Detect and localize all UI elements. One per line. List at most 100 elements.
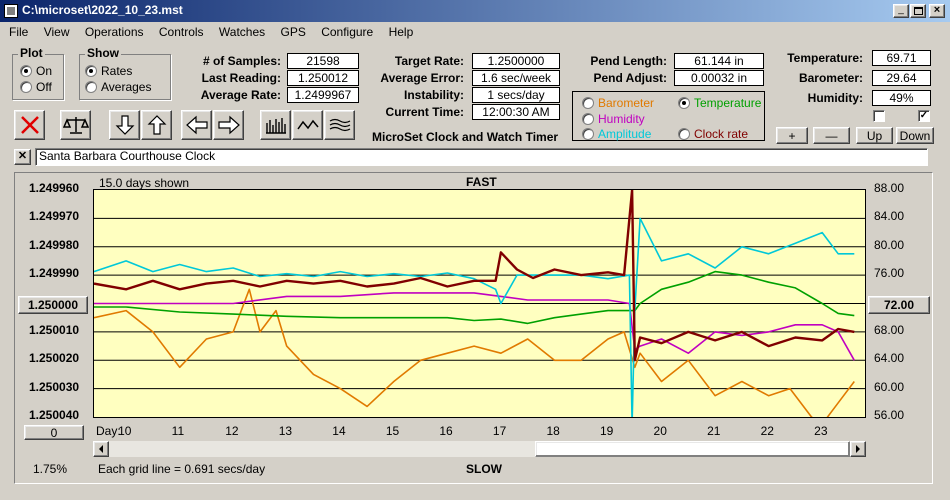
left-axis-tick: 1.249960	[29, 181, 80, 195]
target-rate-field: 1.2500000	[472, 53, 560, 69]
maximize-button[interactable]	[910, 4, 926, 18]
right-center-button[interactable]: 72.00	[868, 296, 930, 314]
multi-wave-icon	[329, 118, 350, 132]
clear-clock-button[interactable]: ✕	[14, 149, 31, 165]
down-button[interactable]: Down	[896, 127, 934, 144]
right-axis-tick: 84.00	[874, 209, 905, 224]
arrow-up-button[interactable]	[141, 110, 172, 140]
app-icon[interactable]	[4, 4, 18, 18]
show-averages-radio[interactable]: Averages	[85, 80, 151, 94]
zero-button[interactable]: 0	[24, 425, 84, 440]
average-error-field: 1.6 sec/week	[472, 70, 560, 86]
radio-off-icon	[20, 80, 32, 93]
plot-group-title: Plot	[18, 46, 45, 60]
stop-button[interactable]	[14, 110, 45, 140]
horizontal-scrollbar[interactable]	[93, 441, 866, 457]
wave-icon	[296, 119, 319, 130]
menu-operations[interactable]: Operations	[84, 25, 144, 39]
scroll-left-button[interactable]	[93, 441, 109, 457]
last-reading-field: 1.250012	[287, 70, 359, 86]
x-axis-tick: 16	[439, 424, 453, 438]
scroll-right-button[interactable]	[850, 441, 866, 457]
arrow-down-button[interactable]	[109, 110, 140, 140]
menu-gps[interactable]: GPS	[280, 25, 306, 39]
left-axis-tick: 1.250020	[29, 351, 80, 366]
x-axis-tick: 19	[600, 424, 614, 438]
scroll-left-icon	[99, 445, 103, 453]
menu-controls[interactable]: Controls	[158, 25, 204, 39]
menu-watches[interactable]: Watches	[218, 25, 266, 39]
barometer-field: 29.64	[872, 70, 931, 86]
humidity-field: 49%	[872, 90, 931, 106]
sensor-clock-rate-radio[interactable]: Clock rate	[678, 127, 748, 141]
sensor-amplitude-radio[interactable]: Amplitude	[582, 127, 651, 141]
sensor-barometer-radio[interactable]: Barometer	[582, 96, 654, 110]
fast-label: FAST	[466, 175, 497, 189]
close-window-button[interactable]: ×	[929, 4, 945, 18]
scroll-right-icon	[856, 445, 860, 453]
menu-configure[interactable]: Configure	[321, 25, 374, 39]
right-axis-tick: 76.00	[874, 266, 905, 281]
clock-name-field[interactable]: Santa Barbara Courthouse Clock	[35, 148, 928, 166]
series-line-temperature	[94, 270, 855, 325]
pend-adjust-field[interactable]: 0.00032 in	[674, 70, 764, 86]
radio-off-icon	[582, 96, 594, 109]
current-time-label: Current Time:	[385, 105, 464, 119]
instability-label: Instability:	[403, 88, 464, 102]
left-axis-tick: 1.250030	[29, 379, 80, 394]
line-plot-button[interactable]	[292, 110, 323, 140]
left-axis-tick: 1.250010	[29, 322, 80, 337]
balance-button[interactable]	[60, 110, 91, 140]
samples-field: 21598	[287, 53, 359, 69]
sensor-temperature-radio[interactable]: Temperature	[678, 96, 761, 110]
x-axis-tick: 23	[814, 424, 828, 438]
right-axis-tick: 60.00	[874, 379, 905, 394]
right-axis-tick: 80.00	[874, 237, 905, 252]
radio-off-icon	[582, 112, 594, 125]
chart-panel	[14, 172, 933, 484]
clock-name-text: Santa Barbara Courthouse Clock	[39, 149, 216, 163]
humidity-label: Humidity:	[807, 91, 863, 105]
right-axis-tick: 56.00	[874, 408, 905, 422]
left-axis-tick: 1.250040	[29, 408, 80, 422]
plus-button[interactable]: +	[776, 127, 808, 144]
bar-plot-button[interactable]	[260, 110, 291, 140]
menu-view[interactable]: View	[43, 25, 70, 39]
minus-button[interactable]: —	[813, 127, 850, 144]
up-button[interactable]: Up	[856, 127, 893, 144]
show-rates-radio[interactable]: Rates	[85, 64, 132, 78]
radio-off-icon	[85, 80, 97, 93]
arrow-right-button[interactable]	[213, 110, 244, 140]
sensor-humidity-radio[interactable]: Humidity	[582, 112, 645, 126]
plot-area	[93, 189, 866, 418]
series-line-humidity	[94, 292, 855, 361]
checkbox-2[interactable]: ✓	[918, 110, 930, 122]
plot-on-radio[interactable]: On	[20, 64, 52, 78]
right-axis-tick: 88.00	[874, 181, 905, 195]
x-axis-tick: 10	[118, 424, 132, 438]
arrow-left-button[interactable]	[181, 110, 212, 140]
series-line-barometer	[94, 288, 855, 417]
menu-help[interactable]: Help	[388, 25, 414, 39]
left-center-button[interactable]: 1.250000	[18, 296, 88, 314]
checkbox-1[interactable]	[873, 110, 885, 122]
average-rate-field: 1.2499967	[287, 87, 359, 103]
chart-svg	[94, 190, 865, 417]
app-caption: MicroSet Clock and Watch Timer	[372, 130, 559, 144]
series-line-amplitude	[94, 217, 855, 417]
minimize-button[interactable]: _	[893, 4, 909, 18]
grid-note-label: Each grid line = 0.691 secs/day	[98, 462, 266, 476]
radio-on-icon	[20, 64, 32, 77]
pend-length-field[interactable]: 61.144 in	[674, 53, 764, 69]
x-axis-tick: 20	[653, 424, 667, 438]
multi-line-button[interactable]	[324, 110, 355, 140]
menu-file[interactable]: File	[9, 25, 29, 39]
plot-off-radio[interactable]: Off	[20, 80, 52, 94]
percent-label: 1.75%	[33, 462, 68, 476]
radio-off-icon	[582, 127, 594, 140]
x-axis-tick: 13	[278, 424, 293, 438]
scroll-thumb[interactable]	[535, 441, 850, 457]
days-shown-label: 15.0 days shown	[99, 176, 190, 190]
left-axis-tick: 1.249980	[29, 237, 80, 252]
temperature-label: Temperature:	[787, 51, 863, 65]
